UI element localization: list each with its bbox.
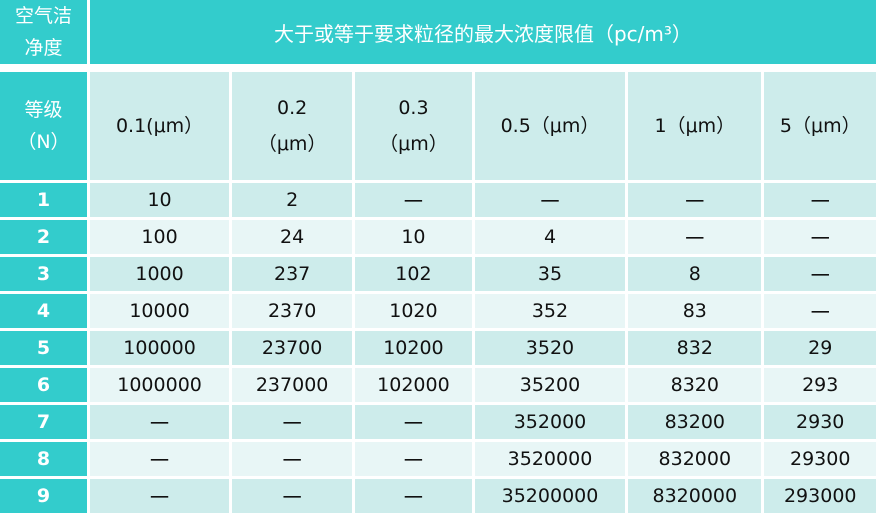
concentration-cell: 8320000 — [628, 479, 762, 513]
table-row: 2 100 24 10 4 一一 — [0, 220, 876, 254]
grade-cell: 6 — [0, 368, 87, 402]
concentration-cell: 一 — [474, 183, 626, 217]
concentration-cell: 一 — [764, 220, 876, 254]
concentration-cell: 832 — [628, 331, 762, 365]
concentration-cell: 一 — [764, 183, 876, 217]
concentration-cell: 一 — [232, 405, 353, 439]
concentration-cell: 一 — [89, 405, 230, 439]
concentration-cell: 一 — [628, 220, 762, 254]
concentration-cell: 100 — [89, 220, 230, 254]
table-row: 3 1000 237 102 35 8 一 — [0, 257, 876, 291]
concentration-cell: 一 — [232, 479, 353, 513]
table-row: 9 一一一 35200000 8320000 293000 — [0, 479, 876, 513]
class-label-header: 空气洁净度 — [0, 0, 87, 64]
concentration-cell: 29 — [764, 331, 876, 365]
table-row: 4 10000 2370 1020 352 83 一 — [0, 294, 876, 328]
concentration-cell: 1020 — [355, 294, 472, 328]
concentration-cell: 一 — [89, 442, 230, 476]
size-header: 0.5（μm） — [474, 72, 626, 180]
grade-cell: 2 — [0, 220, 87, 254]
concentration-cell: 一 — [89, 479, 230, 513]
concentration-cell: 35 — [474, 257, 626, 291]
concentration-title-header: 大于或等于要求粒径的最大浓度限值（pc/m³） — [89, 0, 876, 64]
concentration-cell: 一 — [355, 183, 472, 217]
size-header: 1（μm） — [628, 72, 762, 180]
concentration-cell: 35200 — [474, 368, 626, 402]
concentration-cell: 102 — [355, 257, 472, 291]
concentration-cell: 一 — [355, 442, 472, 476]
concentration-cell: 237000 — [232, 368, 353, 402]
grade-cell: 4 — [0, 294, 87, 328]
grade-cell: 1 — [0, 183, 87, 217]
grade-cell: 3 — [0, 257, 87, 291]
concentration-cell: 83 — [628, 294, 762, 328]
grade-label-header: 等级（N） — [0, 72, 87, 180]
table-row: 5 100000 23700 10200 3520 832 29 — [0, 331, 876, 365]
concentration-cell: 一 — [232, 442, 353, 476]
concentration-cell: 24 — [232, 220, 353, 254]
concentration-cell: 237 — [232, 257, 353, 291]
concentration-cell: 832000 — [628, 442, 762, 476]
concentration-cell: 83200 — [628, 405, 762, 439]
concentration-cell: 29300 — [764, 442, 876, 476]
size-header: 5（μm） — [764, 72, 876, 180]
concentration-cell: 4 — [474, 220, 626, 254]
concentration-cell: 一 — [764, 294, 876, 328]
concentration-cell: 8320 — [628, 368, 762, 402]
concentration-cell: 一 — [764, 257, 876, 291]
concentration-cell: 1000000 — [89, 368, 230, 402]
concentration-cell: 100000 — [89, 331, 230, 365]
concentration-cell: 293000 — [764, 479, 876, 513]
table-row: 8 一一一 3520000 832000 29300 — [0, 442, 876, 476]
concentration-cell: 102000 — [355, 368, 472, 402]
table-row: 1 10 2 一一一一 — [0, 183, 876, 217]
concentration-cell: 8 — [628, 257, 762, 291]
concentration-cell: 3520000 — [474, 442, 626, 476]
concentration-cell: 一 — [355, 479, 472, 513]
grade-cell: 7 — [0, 405, 87, 439]
table-row: 6 1000000 237000 102000 35200 8320 293 — [0, 368, 876, 402]
concentration-cell: 3520 — [474, 331, 626, 365]
concentration-cell: 2930 — [764, 405, 876, 439]
concentration-cell: 293 — [764, 368, 876, 402]
concentration-cell: 352000 — [474, 405, 626, 439]
concentration-cell: 10200 — [355, 331, 472, 365]
concentration-cell: 352 — [474, 294, 626, 328]
concentration-cell: 2370 — [232, 294, 353, 328]
concentration-cell: 10 — [355, 220, 472, 254]
concentration-cell: 23700 — [232, 331, 353, 365]
concentration-cell: 10 — [89, 183, 230, 217]
size-header: 0.3（μm） — [355, 72, 472, 180]
grade-cell: 5 — [0, 331, 87, 365]
concentration-cell: 35200000 — [474, 479, 626, 513]
size-header: 0.1(μm） — [89, 72, 230, 180]
grade-cell: 8 — [0, 442, 87, 476]
concentration-cell: 2 — [232, 183, 353, 217]
table-row: 7 一一一 352000 83200 2930 — [0, 405, 876, 439]
grade-cell: 9 — [0, 479, 87, 513]
concentration-cell: 一 — [628, 183, 762, 217]
size-header: 0.2（μm） — [232, 72, 353, 180]
concentration-cell: 一 — [355, 405, 472, 439]
concentration-cell: 10000 — [89, 294, 230, 328]
concentration-cell: 1000 — [89, 257, 230, 291]
